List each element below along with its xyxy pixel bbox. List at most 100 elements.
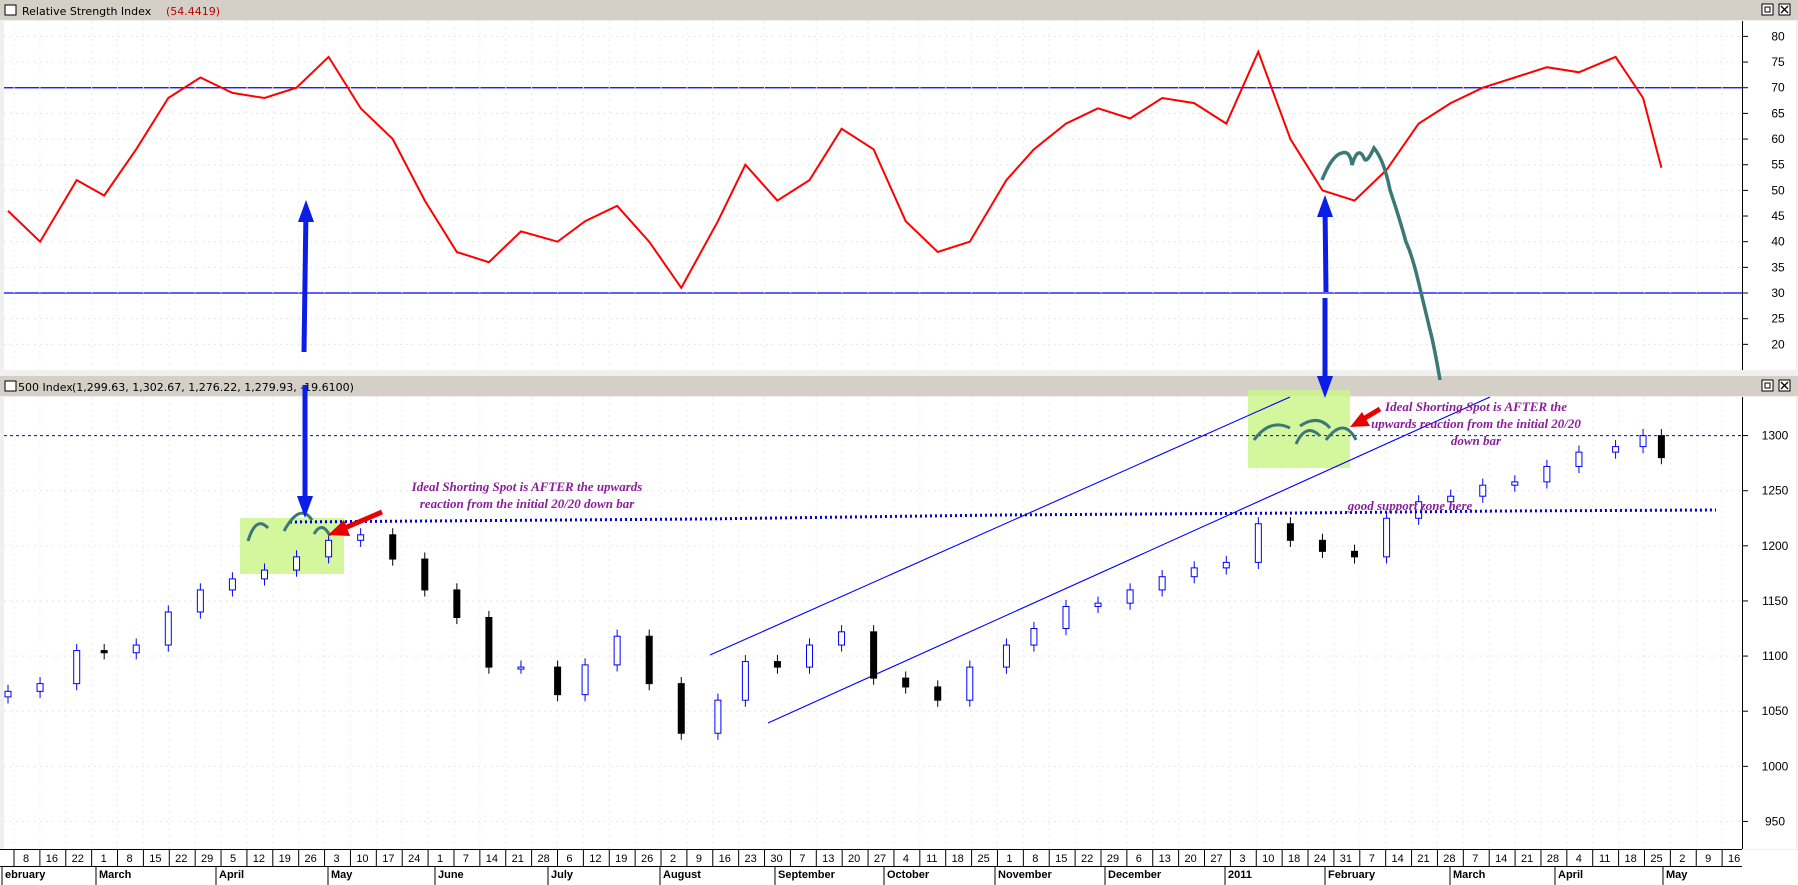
price-ohlc: (1,299.63, 1,302.67, 1,276.22, 1,279.93,… bbox=[72, 381, 354, 394]
price-title: 500 Index bbox=[18, 381, 73, 394]
month-label: May bbox=[1666, 869, 1688, 881]
date-label: 18 bbox=[1288, 853, 1300, 865]
rsi-panel-icon bbox=[4, 4, 17, 16]
month-labels: ebruary March April May June July August Septem… bbox=[1, 866, 1688, 885]
rsi-tick-label: 35 bbox=[1771, 260, 1785, 274]
projection-arches bbox=[246, 419, 1358, 542]
candle-body bbox=[1158, 576, 1166, 591]
rsi-tick-label: 30 bbox=[1771, 286, 1785, 300]
date-label: 14 bbox=[1495, 853, 1507, 865]
rsi-y-axis: 20 25 30 35 40 45 50 55 60 65 70 75 80 bbox=[1742, 29, 1785, 351]
date-label: 28 bbox=[537, 853, 549, 865]
candle-body bbox=[1094, 602, 1102, 607]
date-label: 25 bbox=[1650, 853, 1662, 865]
channel-lower-line bbox=[767, 396, 1491, 724]
blue-arrow-left bbox=[297, 200, 314, 518]
month-label: ebruary bbox=[5, 869, 46, 881]
candle-body bbox=[1062, 605, 1070, 630]
candle-body bbox=[1415, 501, 1423, 519]
date-label: 17 bbox=[382, 853, 394, 865]
candle-body bbox=[1639, 435, 1647, 448]
candle-body bbox=[870, 631, 878, 679]
candle-body bbox=[1612, 446, 1620, 453]
rsi-value: (54.4419) bbox=[166, 5, 220, 18]
price-tick-label: 1000 bbox=[1762, 759, 1789, 773]
price-tick-label: 1050 bbox=[1762, 704, 1789, 718]
date-label: 18 bbox=[952, 853, 964, 865]
date-label: 1 bbox=[1006, 853, 1012, 865]
candle-body bbox=[1126, 589, 1134, 604]
rsi-tick-label: 70 bbox=[1771, 81, 1785, 95]
candle-body bbox=[453, 589, 461, 618]
candle-body bbox=[196, 589, 204, 613]
date-label: 9 bbox=[1705, 853, 1711, 865]
rsi-tick-label: 55 bbox=[1771, 158, 1785, 172]
candle-body bbox=[1511, 481, 1519, 486]
candle-body bbox=[325, 539, 333, 558]
note-right: Ideal Shorting Spot is AFTER the upwards… bbox=[1371, 399, 1581, 448]
rsi-tick-label: 25 bbox=[1771, 312, 1785, 326]
month-label: December bbox=[1108, 869, 1162, 881]
month-label: April bbox=[219, 869, 244, 881]
date-label: 22 bbox=[72, 853, 84, 865]
price-tick-label: 1300 bbox=[1762, 429, 1789, 443]
candle-body bbox=[581, 664, 589, 696]
price-y-axis: 950 1000 1050 1100 1150 1200 1250 1300 bbox=[1742, 429, 1789, 828]
date-label: 22 bbox=[1081, 853, 1093, 865]
rsi-close-icon[interactable] bbox=[1778, 3, 1791, 16]
arch-3 bbox=[312, 526, 332, 537]
date-label: 28 bbox=[1443, 853, 1455, 865]
candle-body bbox=[645, 635, 653, 685]
candle-body bbox=[1479, 484, 1487, 497]
date-label: 4 bbox=[903, 853, 909, 865]
date-label: 16 bbox=[46, 853, 58, 865]
date-label: 29 bbox=[1107, 853, 1119, 865]
price-axis-area bbox=[1743, 397, 1796, 849]
rsi-maximize-icon[interactable] bbox=[1761, 3, 1774, 16]
price-maximize-icon[interactable] bbox=[1761, 379, 1774, 392]
candle-body bbox=[36, 683, 44, 692]
candle-body bbox=[421, 558, 429, 591]
date-label: 20 bbox=[1185, 853, 1197, 865]
rsi-titlebar bbox=[0, 0, 1798, 20]
date-label: 6 bbox=[566, 853, 572, 865]
price-close-icon[interactable] bbox=[1778, 379, 1791, 392]
price-tick-label: 1100 bbox=[1762, 649, 1788, 663]
candle-body bbox=[773, 661, 781, 668]
date-label: 10 bbox=[1262, 853, 1274, 865]
month-label: October bbox=[887, 869, 930, 881]
candle-body bbox=[1657, 435, 1665, 459]
candle-body bbox=[806, 644, 813, 668]
date-label: 26 bbox=[641, 853, 653, 865]
candle-body bbox=[1318, 539, 1326, 552]
red-arrow-left bbox=[328, 509, 383, 536]
price-plot-area bbox=[4, 397, 1742, 849]
date-label: 19 bbox=[279, 853, 291, 865]
candle-body bbox=[293, 556, 301, 571]
rsi-tick-label: 75 bbox=[1771, 55, 1785, 69]
date-label: 7 bbox=[1472, 853, 1478, 865]
candle-body bbox=[132, 644, 140, 654]
date-label: 7 bbox=[799, 853, 805, 865]
candle-body bbox=[73, 650, 81, 685]
rsi-tick-label: 60 bbox=[1771, 132, 1785, 146]
candle-body bbox=[1351, 550, 1359, 558]
month-label: May bbox=[331, 869, 353, 881]
support-line bbox=[289, 508, 1717, 524]
rsi-tick-label: 40 bbox=[1771, 235, 1785, 249]
date-label: 30 bbox=[770, 853, 782, 865]
date-label: 1 bbox=[437, 853, 443, 865]
price-candles bbox=[4, 428, 1665, 740]
candle-body bbox=[1222, 561, 1230, 569]
price-tick-label: 1200 bbox=[1762, 539, 1789, 553]
candle-body bbox=[554, 666, 562, 696]
candle-body bbox=[164, 611, 172, 646]
date-label: 23 bbox=[745, 853, 757, 865]
date-label: 15 bbox=[149, 853, 161, 865]
date-label: 22 bbox=[175, 853, 187, 865]
date-label: 1 bbox=[101, 853, 107, 865]
candle-body bbox=[741, 661, 749, 701]
month-label: February bbox=[1328, 869, 1376, 881]
note-right-line-1: Ideal Shorting Spot is AFTER the bbox=[1384, 399, 1567, 414]
